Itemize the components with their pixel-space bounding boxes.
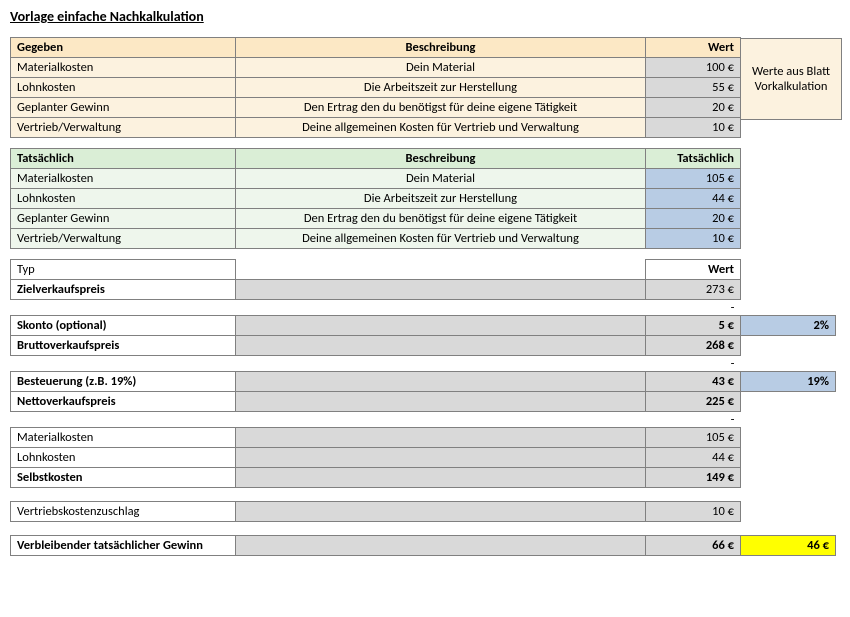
given-row-desc: Den Ertrag den du benötigst für deine ei… [236, 98, 646, 118]
skonto-label: Skonto (optional) [11, 316, 236, 336]
remaining-highlight: 46 € [741, 536, 836, 556]
gross-value: 268 € [646, 336, 741, 356]
actual-row-desc: Dein Material [236, 169, 646, 189]
actual-header-label: Tatsächlich [11, 149, 236, 169]
page-title: Vorlage einfache Nachkalkulation [10, 8, 840, 25]
given-row-value: 10 € [646, 118, 741, 138]
distribution-value: 10 € [646, 502, 741, 522]
annotation-box: Werte aus Blatt Vorkalkulation [740, 38, 842, 120]
material-value: 105 € [646, 428, 741, 448]
actual-row-label: Geplanter Gewinn [11, 209, 236, 229]
given-table: Gegeben Beschreibung Wert Materialkosten… [10, 37, 741, 138]
given-row-label: Geplanter Gewinn [11, 98, 236, 118]
actual-row-desc: Den Ertrag den du benötigst für deine ei… [236, 209, 646, 229]
tax-value: 43 € [646, 372, 741, 392]
actual-row-value: 20 € [646, 209, 741, 229]
actual-row-label: Lohnkosten [11, 189, 236, 209]
labor-label: Lohnkosten [11, 448, 236, 468]
given-row-label: Lohnkosten [11, 78, 236, 98]
distribution-label: Vertriebskostenzuschlag [11, 502, 236, 522]
given-row-desc: Dein Material [236, 58, 646, 78]
actual-row-value: 105 € [646, 169, 741, 189]
given-header-value: Wert [646, 38, 741, 58]
tax-pct: 19% [741, 372, 836, 392]
given-row-value: 55 € [646, 78, 741, 98]
actual-row-desc: Die Arbeitszeit zur Herstellung [236, 189, 646, 209]
given-row-desc: Deine allgemeinen Kosten für Vertrieb un… [236, 118, 646, 138]
given-row-value: 20 € [646, 98, 741, 118]
skonto-value: 5 € [646, 316, 741, 336]
actual-table: Tatsächlich Beschreibung Tatsächlich Mat… [10, 148, 741, 249]
remaining-label: Verbleibender tatsächlicher Gewinn [11, 536, 236, 556]
dash: - [646, 356, 741, 372]
calc-type-header: Typ [11, 260, 236, 280]
labor-value: 44 € [646, 448, 741, 468]
dash: - [646, 412, 741, 428]
remaining-value: 66 € [646, 536, 741, 556]
actual-row-desc: Deine allgemeinen Kosten für Vertrieb un… [236, 229, 646, 249]
target-price-value: 273 € [646, 280, 741, 300]
selfcost-label: Selbstkosten [11, 468, 236, 488]
given-header-desc: Beschreibung [236, 38, 646, 58]
gross-label: Bruttoverkaufspreis [11, 336, 236, 356]
skonto-pct: 2% [741, 316, 836, 336]
material-label: Materialkosten [11, 428, 236, 448]
given-row-label: Vertrieb/Verwaltung [11, 118, 236, 138]
calc-value-header: Wert [646, 260, 741, 280]
actual-row-value: 10 € [646, 229, 741, 249]
selfcost-value: 149 € [646, 468, 741, 488]
dash: - [646, 300, 741, 316]
calc-table: Typ Wert Zielverkaufspreis 273 € - Skont… [10, 259, 836, 556]
tax-label: Besteuerung (z.B. 19%) [11, 372, 236, 392]
given-row-value: 100 € [646, 58, 741, 78]
net-label: Nettoverkaufspreis [11, 392, 236, 412]
actual-header-value: Tatsächlich [646, 149, 741, 169]
target-price-label: Zielverkaufspreis [11, 280, 236, 300]
net-value: 225 € [646, 392, 741, 412]
given-row-label: Materialkosten [11, 58, 236, 78]
actual-header-desc: Beschreibung [236, 149, 646, 169]
given-header-label: Gegeben [11, 38, 236, 58]
actual-row-label: Materialkosten [11, 169, 236, 189]
actual-row-label: Vertrieb/Verwaltung [11, 229, 236, 249]
actual-row-value: 44 € [646, 189, 741, 209]
given-row-desc: Die Arbeitszeit zur Herstellung [236, 78, 646, 98]
